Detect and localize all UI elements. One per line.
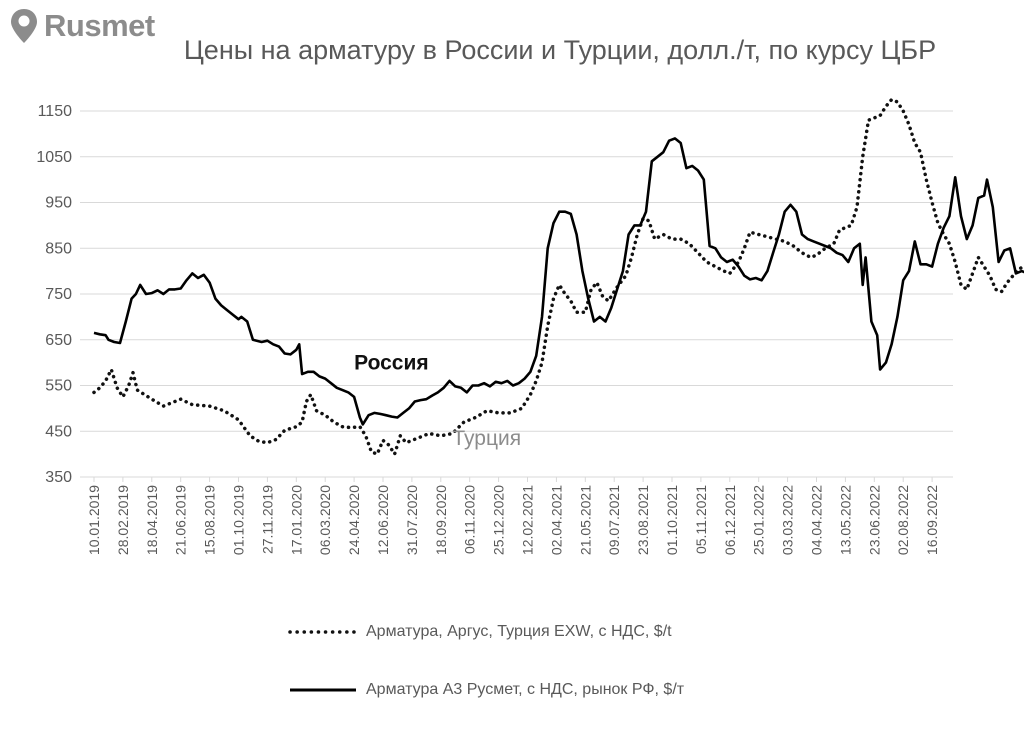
x-tick-label: 18.04.2019 xyxy=(144,485,160,555)
x-tick-label: 03.03.2022 xyxy=(780,485,796,555)
rusmet-logo: Rusmet xyxy=(10,8,155,44)
y-tick-label: 850 xyxy=(45,240,72,257)
y-tick-label: 1150 xyxy=(38,103,73,120)
y-tick-label: 450 xyxy=(45,423,72,440)
legend-item-turkey: Арматура, Аргус, Турция EXW, с НДС, $/t xyxy=(288,623,672,641)
series-line-russia xyxy=(93,137,1024,426)
chart-title: Цены на арматуру в России и Турции, долл… xyxy=(183,35,937,65)
x-tick-label: 27.11.2019 xyxy=(259,485,275,554)
x-tick-label: 18.09.2020 xyxy=(433,485,449,555)
x-tick-label: 02.08.2022 xyxy=(895,485,911,555)
location-pin-icon xyxy=(11,9,37,43)
x-tick-label: 06.12.2021 xyxy=(722,485,738,555)
line-chart: 350 450 550 650 750 850 950 1050 1150 10.01.2019… xyxy=(36,97,1024,555)
x-tick-label: 16.09.2022 xyxy=(924,485,940,555)
legend-label-russia: Арматура А3 Русмет, с НДС, рынок РФ, $/т xyxy=(366,681,685,698)
x-tick-label: 01.10.2019 xyxy=(231,485,247,555)
gridlines xyxy=(80,110,953,478)
legend-swatch-dotted xyxy=(288,630,358,634)
x-tick-label: 25.12.2020 xyxy=(491,485,507,555)
x-tick-label: 10.01.2019 xyxy=(86,485,102,555)
x-tick-label: 05.11.2021 xyxy=(693,485,709,554)
x-tick-label: 23.06.2022 xyxy=(866,485,882,555)
x-tick-label: 25.01.2022 xyxy=(751,485,767,555)
x-tick-label: 31.07.2020 xyxy=(404,485,420,555)
x-tick-label: 04.04.2022 xyxy=(809,485,825,555)
series-line-turkey xyxy=(92,97,1024,456)
x-tick-label: 28.02.2019 xyxy=(115,485,131,555)
x-tick-label: 24.04.2020 xyxy=(346,485,362,555)
y-tick-label: 750 xyxy=(45,286,72,303)
legend-swatch-solid xyxy=(290,688,356,692)
x-tick-label: 17.01.2020 xyxy=(288,485,304,555)
x-tick-label: 15.08.2019 xyxy=(202,485,218,555)
x-tick-label: 21.06.2019 xyxy=(173,485,189,555)
annotations: Россия Турция xyxy=(354,351,521,449)
y-tick-label: 350 xyxy=(45,469,72,486)
annotation-turkey: Турция xyxy=(452,427,521,450)
y-tick-label: 1050 xyxy=(36,149,72,166)
x-tick-label: 12.06.2020 xyxy=(375,485,391,555)
y-tick-label: 950 xyxy=(45,195,72,212)
x-tick-label: 09.07.2021 xyxy=(606,485,622,555)
x-tick-label: 23.08.2021 xyxy=(635,485,651,555)
series-group xyxy=(92,97,1024,456)
y-axis: 350 450 550 650 750 850 950 1050 1150 xyxy=(36,103,72,486)
y-tick-label: 550 xyxy=(45,378,72,395)
x-tick-label: 21.05.2021 xyxy=(577,485,593,555)
x-tick-label: 01.10.2021 xyxy=(664,485,680,555)
x-tick-label: 06.11.2020 xyxy=(462,485,478,554)
x-tick-label: 06.03.2020 xyxy=(317,485,333,555)
x-tick-label: 12.02.2021 xyxy=(520,485,536,555)
x-axis: 10.01.2019 28.02.2019 18.04.2019 21.06.2019… xyxy=(86,477,940,555)
x-tick-label: 02.04.2021 xyxy=(548,485,564,555)
legend-item-russia: Арматура А3 Русмет, с НДС, рынок РФ, $/т xyxy=(288,681,684,699)
annotation-russia: Россия xyxy=(354,351,429,374)
x-tick-label: 13.05.2022 xyxy=(837,485,853,555)
logo-text: Rusmet xyxy=(44,8,155,43)
y-tick-label: 650 xyxy=(45,332,72,349)
legend-label-turkey: Арматура, Аргус, Турция EXW, с НДС, $/t xyxy=(366,623,672,640)
